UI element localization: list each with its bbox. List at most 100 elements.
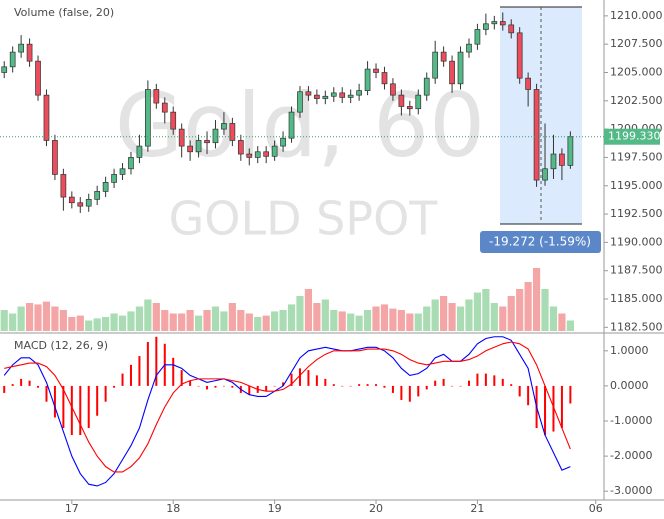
candle-body bbox=[35, 60, 41, 96]
macd-histogram-bar bbox=[375, 384, 378, 386]
volume-bar bbox=[25, 303, 34, 331]
macd-histogram-bar bbox=[552, 385, 555, 432]
candle-body bbox=[314, 94, 320, 99]
volume-bar bbox=[330, 310, 338, 331]
candle-body bbox=[474, 29, 481, 45]
candle-body bbox=[550, 153, 557, 170]
volume-bar bbox=[313, 303, 321, 331]
macd-line bbox=[4, 341, 571, 473]
volume-bar bbox=[169, 313, 177, 331]
macd-histogram-bar bbox=[146, 342, 149, 386]
volume-bar bbox=[456, 306, 465, 331]
y-tick-label: 1.0000 bbox=[610, 344, 649, 357]
candle-body bbox=[9, 51, 16, 68]
volume-bar bbox=[397, 310, 405, 331]
volume-bar bbox=[262, 315, 270, 331]
candle-body bbox=[77, 202, 84, 207]
macd-histogram-bar bbox=[11, 384, 14, 386]
candle-body bbox=[559, 153, 565, 166]
x-tick-label: 06 bbox=[589, 502, 603, 515]
volume-bar bbox=[440, 296, 448, 331]
candle-body bbox=[271, 145, 278, 157]
macd-line bbox=[3, 336, 571, 487]
macd-histogram-bar bbox=[248, 385, 251, 395]
volume-bar bbox=[516, 289, 524, 331]
macd-histogram-bar bbox=[366, 384, 369, 386]
macd-histogram-bar bbox=[3, 385, 6, 393]
volume-bar bbox=[414, 313, 422, 331]
macd-histogram-bar bbox=[180, 370, 183, 386]
volume-title: Volume (false, 20) bbox=[14, 6, 114, 19]
volume-bar bbox=[465, 299, 473, 331]
y-tick-label: 1210.000 bbox=[610, 9, 663, 22]
candle-body bbox=[533, 89, 540, 181]
candle-body bbox=[26, 43, 33, 62]
volume-bar bbox=[68, 317, 76, 331]
volume-bar bbox=[287, 304, 296, 331]
volume-bar bbox=[194, 315, 203, 331]
measure-label-box bbox=[480, 231, 601, 253]
volume-bar bbox=[118, 315, 127, 331]
volume-bar bbox=[102, 317, 110, 331]
macd-histogram-bar bbox=[467, 380, 470, 386]
macd-histogram-bar bbox=[138, 356, 141, 386]
macd-histogram-bar bbox=[459, 385, 462, 387]
macd-histogram-bar bbox=[493, 375, 496, 386]
macd-histogram-bar bbox=[358, 384, 361, 386]
y-tick-label: 1205.000 bbox=[610, 65, 663, 78]
macd-histogram-bar bbox=[332, 384, 335, 386]
volume-bar bbox=[566, 320, 574, 331]
macd-histogram-bar bbox=[265, 385, 268, 392]
candle-body bbox=[280, 137, 286, 147]
macd-histogram-bar bbox=[408, 385, 411, 402]
macd-histogram-bar bbox=[315, 375, 318, 386]
macd-histogram-bar bbox=[324, 378, 327, 386]
volume-bar bbox=[423, 306, 431, 331]
candle-body bbox=[347, 94, 354, 98]
candle-body bbox=[440, 51, 447, 62]
y-tick-label: 1192.500 bbox=[610, 207, 663, 220]
macd-histogram-bar bbox=[20, 378, 23, 386]
candle-body bbox=[254, 151, 261, 158]
candle-body bbox=[466, 43, 472, 53]
volume-bar bbox=[363, 310, 372, 331]
candle-body bbox=[373, 68, 379, 73]
macd-histogram-bar bbox=[214, 385, 217, 388]
candle-body bbox=[68, 196, 75, 204]
volume-bar bbox=[220, 311, 228, 331]
candle-body bbox=[111, 174, 117, 183]
macd-histogram-bar bbox=[391, 385, 394, 393]
y-tick-label: 1197.500 bbox=[610, 150, 663, 163]
y-tick-label: 1187.500 bbox=[610, 264, 663, 277]
macd-histogram-bar bbox=[273, 385, 276, 387]
candle-body bbox=[406, 106, 413, 110]
macd-title: MACD (12, 26, 9) bbox=[14, 339, 108, 352]
candle-body bbox=[499, 21, 506, 26]
macd-histogram-bar bbox=[28, 380, 31, 386]
last-price-box bbox=[604, 128, 660, 145]
macd-histogram-bar bbox=[121, 373, 124, 386]
volume-bar bbox=[448, 303, 456, 331]
macd-histogram-bar bbox=[518, 385, 521, 397]
candle-body bbox=[432, 51, 439, 79]
candle-body bbox=[85, 198, 92, 207]
macd-histogram-bar bbox=[560, 385, 563, 429]
volume-bar bbox=[211, 306, 220, 331]
candle-body bbox=[178, 128, 185, 147]
volume-bar bbox=[389, 308, 397, 331]
macd-histogram-bar bbox=[501, 378, 504, 386]
macd-histogram-bar bbox=[298, 368, 301, 386]
candle-body bbox=[43, 94, 50, 141]
volume-bar bbox=[304, 289, 313, 331]
volume-bar bbox=[228, 303, 236, 331]
candle-body bbox=[18, 43, 24, 53]
candle-body bbox=[364, 68, 371, 91]
volume-bar bbox=[203, 310, 211, 331]
volume-bar bbox=[431, 299, 439, 331]
volume-bar bbox=[507, 296, 515, 331]
y-tick-label: -2.0000 bbox=[610, 449, 652, 462]
macd-histogram-bar bbox=[53, 385, 56, 418]
volume-bar bbox=[473, 292, 482, 331]
candle-body bbox=[212, 128, 219, 144]
volume-bar bbox=[93, 318, 101, 331]
